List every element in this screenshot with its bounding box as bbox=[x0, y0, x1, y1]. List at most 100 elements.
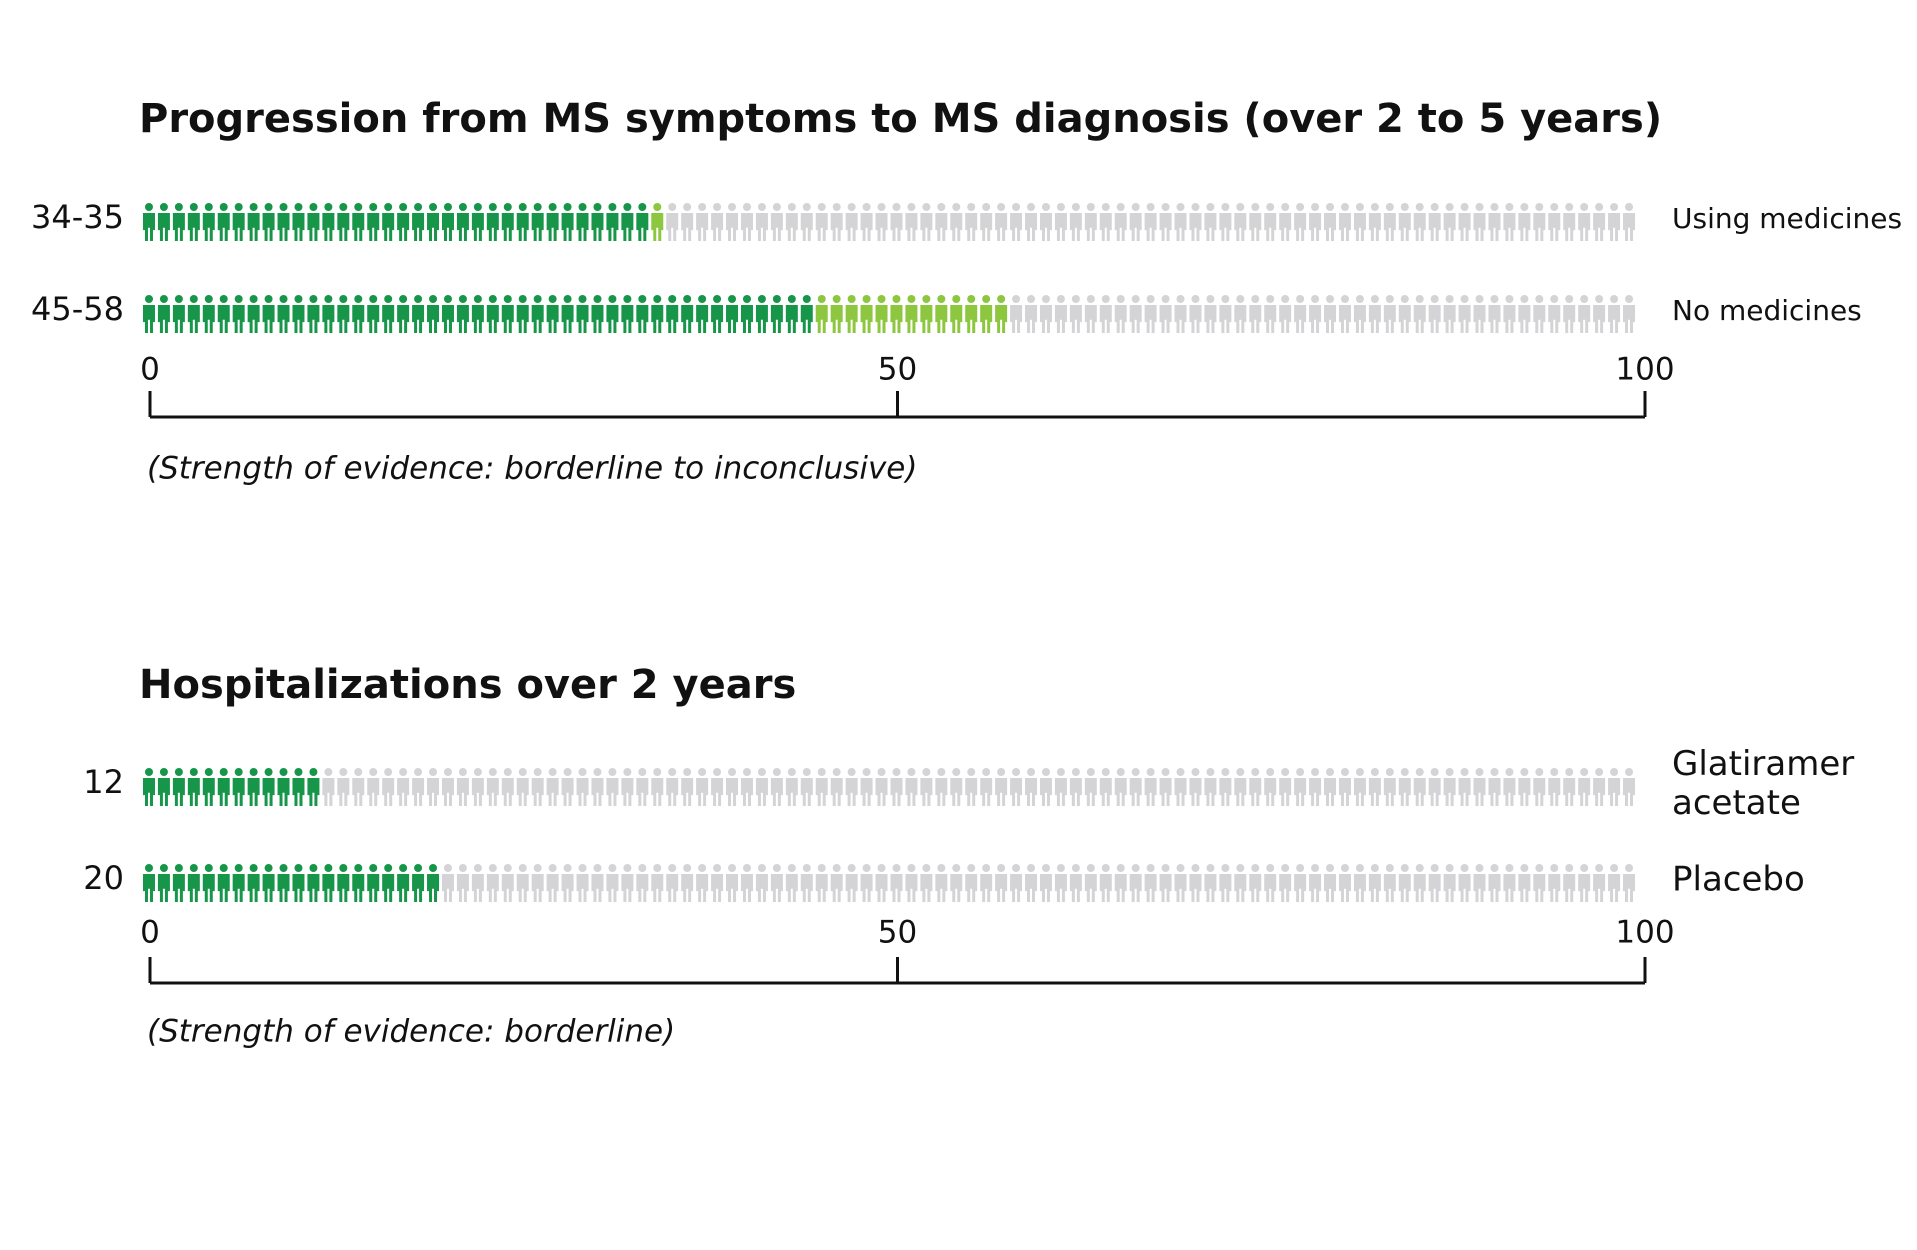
person-head bbox=[1535, 295, 1544, 303]
person-body bbox=[965, 778, 978, 806]
person-head bbox=[1370, 864, 1379, 872]
person-body bbox=[740, 305, 753, 333]
person-body bbox=[815, 778, 828, 806]
person-body bbox=[1324, 874, 1337, 902]
person-body bbox=[1279, 874, 1292, 902]
person-head bbox=[668, 864, 677, 872]
person-body bbox=[157, 778, 170, 806]
person-head bbox=[384, 768, 393, 776]
person-body bbox=[397, 213, 410, 241]
person-head bbox=[1520, 864, 1529, 872]
person-head bbox=[847, 864, 856, 872]
person-body bbox=[187, 778, 200, 806]
person-head bbox=[653, 864, 662, 872]
person-body bbox=[785, 778, 798, 806]
person-head bbox=[1580, 864, 1589, 872]
person-head bbox=[922, 295, 931, 303]
person-body bbox=[1338, 874, 1351, 902]
person-body bbox=[1623, 874, 1636, 902]
person-head bbox=[608, 203, 617, 211]
person-head bbox=[1580, 203, 1589, 211]
person-head bbox=[294, 295, 303, 303]
person-body bbox=[322, 305, 335, 333]
empty-icons bbox=[441, 864, 1636, 902]
person-body bbox=[755, 874, 768, 902]
person-head bbox=[414, 203, 423, 211]
person-head bbox=[1490, 295, 1499, 303]
person-body bbox=[1204, 874, 1217, 902]
person-head bbox=[1595, 768, 1604, 776]
person-body bbox=[1368, 213, 1381, 241]
person-head bbox=[668, 203, 677, 211]
person-head bbox=[294, 768, 303, 776]
person-body bbox=[516, 305, 529, 333]
person-head bbox=[1012, 864, 1021, 872]
person-head bbox=[443, 295, 452, 303]
person-head bbox=[548, 768, 557, 776]
person-body bbox=[1413, 874, 1426, 902]
person-head bbox=[518, 295, 527, 303]
person-head bbox=[1206, 295, 1215, 303]
person-body bbox=[1488, 874, 1501, 902]
x-tick-label: 50 bbox=[878, 915, 917, 951]
person-head bbox=[847, 203, 856, 211]
person-body bbox=[1383, 874, 1396, 902]
person-body bbox=[651, 778, 664, 806]
person-head bbox=[1221, 203, 1230, 211]
person-head bbox=[683, 864, 692, 872]
person-body bbox=[1488, 778, 1501, 806]
person-body bbox=[576, 305, 589, 333]
person-body bbox=[1144, 213, 1157, 241]
person-head bbox=[1355, 203, 1364, 211]
person-head bbox=[563, 864, 572, 872]
empty-icons bbox=[322, 768, 1636, 806]
person-head bbox=[1131, 864, 1140, 872]
person-head bbox=[1176, 203, 1185, 211]
person-body bbox=[352, 778, 365, 806]
person-body bbox=[1548, 778, 1561, 806]
person-body bbox=[307, 305, 320, 333]
person-head bbox=[518, 203, 527, 211]
person-body bbox=[651, 874, 664, 902]
person-head bbox=[877, 768, 886, 776]
person-body bbox=[262, 874, 275, 902]
person-head bbox=[653, 203, 662, 211]
person-body bbox=[1054, 305, 1067, 333]
person-head bbox=[1326, 295, 1335, 303]
person-body bbox=[980, 305, 993, 333]
person-head bbox=[144, 295, 153, 303]
person-head bbox=[1610, 295, 1619, 303]
person-head bbox=[533, 768, 542, 776]
person-body bbox=[531, 778, 544, 806]
person-head bbox=[1251, 203, 1260, 211]
person-head bbox=[638, 203, 647, 211]
person-body bbox=[950, 874, 963, 902]
person-head bbox=[264, 768, 273, 776]
person-head bbox=[1251, 295, 1260, 303]
person-head bbox=[1086, 768, 1095, 776]
person-head bbox=[1161, 203, 1170, 211]
person-head bbox=[563, 768, 572, 776]
person-head bbox=[1041, 203, 1050, 211]
person-head bbox=[443, 203, 452, 211]
person-body bbox=[1473, 305, 1486, 333]
person-body bbox=[1174, 874, 1187, 902]
person-body bbox=[1234, 874, 1247, 902]
person-head bbox=[772, 864, 781, 872]
person-head bbox=[698, 203, 707, 211]
person-head bbox=[623, 295, 632, 303]
person-head bbox=[219, 864, 228, 872]
person-body bbox=[247, 874, 260, 902]
person-head bbox=[503, 295, 512, 303]
person-head bbox=[862, 203, 871, 211]
person-head bbox=[458, 295, 467, 303]
person-body bbox=[1353, 874, 1366, 902]
person-head bbox=[937, 864, 946, 872]
person-head bbox=[384, 203, 393, 211]
person-head bbox=[623, 203, 632, 211]
person-body bbox=[561, 213, 574, 241]
person-body bbox=[412, 874, 425, 902]
person-head bbox=[1565, 768, 1574, 776]
person-body bbox=[1548, 305, 1561, 333]
